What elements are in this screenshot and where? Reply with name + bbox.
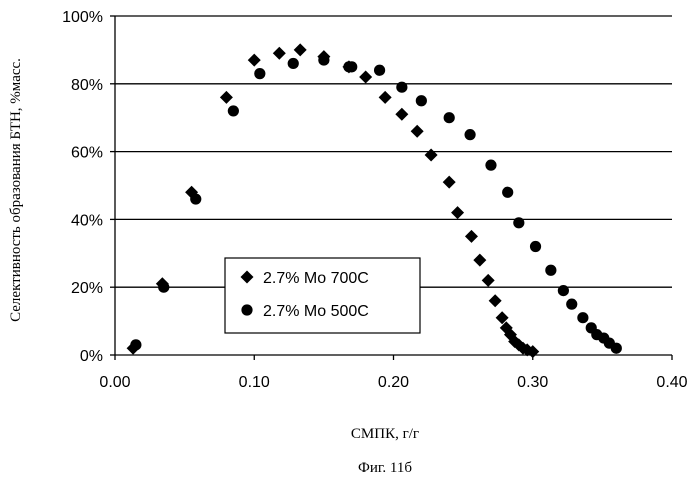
data-point-circle: [577, 312, 589, 324]
data-point-circle: [396, 81, 408, 93]
data-point-circle: [610, 342, 622, 354]
data-point-diamond: [488, 294, 502, 308]
legend-marker: [241, 304, 253, 316]
legend: 2.7% Mo 700C 2.7% Mo 500C: [224, 257, 421, 334]
data-point-circle: [443, 112, 455, 124]
data-point-circle: [158, 281, 170, 293]
data-point-diamond: [451, 206, 465, 220]
tick-labels: 0% 20% 40% 60% 80% 100% 0.00 0.10 0.20 0.30 0.40: [62, 9, 688, 391]
data-point-circle: [318, 54, 330, 66]
series-2: [130, 54, 622, 354]
x-tick-label: 0.10: [239, 374, 270, 391]
x-tick-label: 0.40: [656, 374, 687, 391]
data-point-circle: [415, 95, 427, 107]
data-point-diamond: [473, 253, 487, 267]
data-point-circle: [287, 57, 299, 70]
y-tick-label: 40%: [71, 212, 103, 229]
figure-caption: Фиг. 11б: [358, 460, 412, 476]
data-point-diamond: [247, 53, 261, 67]
data-point-circle: [227, 105, 239, 117]
y-axis-label: Селективность образования БТН, %масс.: [8, 58, 24, 322]
data-series: [126, 43, 622, 359]
data-point-circle: [566, 298, 578, 310]
data-point-circle: [130, 339, 142, 351]
gridlines: [115, 15, 672, 288]
data-point-diamond: [272, 46, 286, 60]
data-point-circle: [529, 240, 542, 253]
data-point-circle: [513, 217, 525, 229]
data-point-diamond: [424, 148, 438, 162]
y-tick-label: 0%: [80, 348, 103, 365]
legend-marker: [240, 270, 254, 284]
data-point-diamond: [395, 107, 409, 121]
legend-label: 2.7% Mo 500C: [263, 303, 369, 320]
x-tick-label: 0.30: [517, 374, 548, 391]
x-tick-label: 0.00: [99, 374, 130, 391]
data-point-circle: [545, 264, 557, 276]
data-point-circle: [464, 129, 476, 141]
data-point-diamond: [495, 311, 509, 325]
data-point-circle: [346, 61, 358, 73]
y-tick-label: 100%: [62, 9, 103, 26]
data-point-diamond: [219, 90, 233, 104]
data-point-diamond: [526, 345, 540, 359]
y-tick-label: 20%: [71, 280, 103, 297]
x-axis-label: СМПК, г/г: [351, 426, 419, 442]
legend-box: [224, 257, 421, 334]
data-point-diamond: [359, 70, 373, 84]
data-point-circle: [190, 193, 202, 205]
data-point-circle: [254, 68, 266, 80]
data-point-diamond: [442, 175, 456, 189]
data-point-circle: [485, 159, 497, 171]
x-tick-label: 0.20: [378, 374, 409, 391]
data-point-circle: [557, 284, 569, 297]
axes: [110, 15, 673, 360]
data-point-circle: [373, 64, 386, 76]
data-point-diamond: [481, 273, 495, 287]
data-point-diamond: [378, 90, 392, 104]
legend-label: 2.7% Mo 700C: [263, 270, 369, 287]
data-point-diamond: [293, 43, 307, 57]
y-tick-label: 60%: [71, 145, 103, 162]
data-point-circle: [502, 186, 514, 198]
y-tick-label: 80%: [71, 77, 103, 94]
data-point-diamond: [410, 124, 424, 138]
data-point-diamond: [464, 229, 478, 243]
